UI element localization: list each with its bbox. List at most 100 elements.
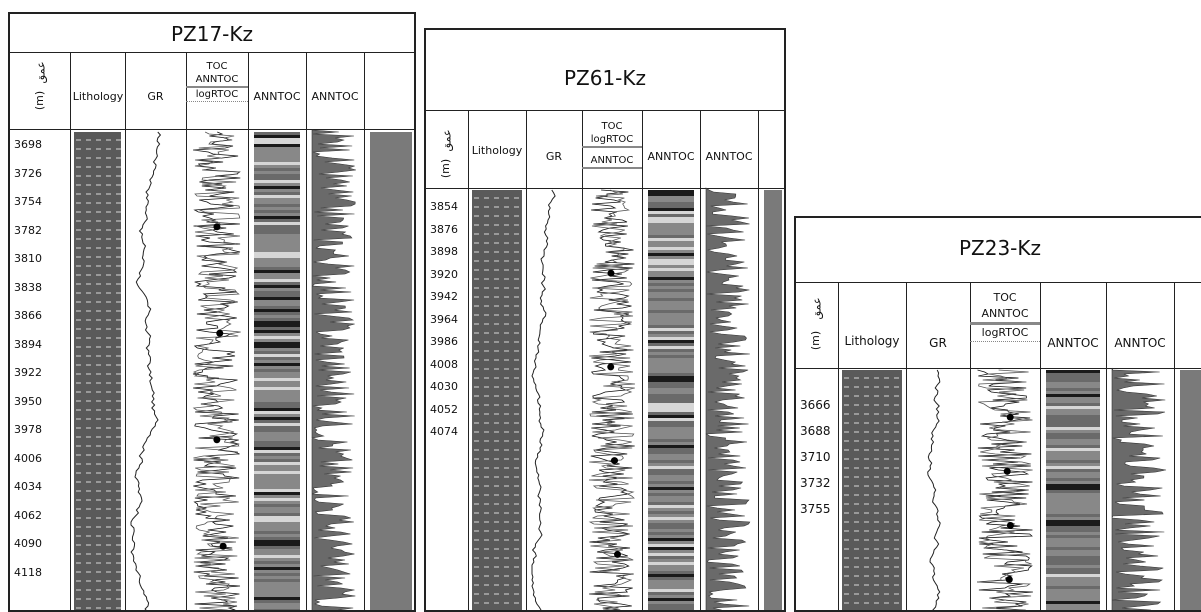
anntoc-band bbox=[254, 510, 300, 513]
formation-column bbox=[1180, 370, 1201, 610]
anntoc-band bbox=[1046, 577, 1100, 580]
anntoc-band bbox=[1046, 559, 1100, 562]
toc-curve bbox=[589, 189, 635, 610]
anntoc-band bbox=[648, 427, 694, 430]
depth-tick-label: 3978 bbox=[14, 423, 42, 436]
anntoc-band bbox=[254, 264, 300, 267]
anntoc-band bbox=[648, 433, 694, 436]
anntoc-band bbox=[254, 495, 300, 498]
anntoc-band bbox=[1046, 526, 1100, 529]
formation-column bbox=[370, 132, 412, 610]
anntoc-band bbox=[648, 523, 694, 526]
anntoc-band bbox=[648, 445, 694, 448]
anntoc-band bbox=[648, 259, 694, 262]
anntoc-band bbox=[648, 502, 694, 505]
anntoc-band bbox=[648, 199, 694, 202]
anntoc-band bbox=[648, 529, 694, 532]
depth-tick-label: 3894 bbox=[14, 337, 42, 351]
anntoc-band bbox=[254, 441, 300, 444]
anntoc-band bbox=[254, 336, 300, 339]
anntoc-band bbox=[648, 514, 694, 517]
anntoc-band bbox=[254, 366, 300, 369]
anntoc-band bbox=[1046, 445, 1100, 448]
anntoc-band bbox=[254, 573, 300, 576]
anntoc-band bbox=[648, 490, 694, 493]
anntoc-band bbox=[648, 451, 694, 454]
anntoc-band bbox=[254, 291, 300, 294]
anntoc-band bbox=[648, 235, 694, 238]
anntoc-band bbox=[648, 193, 694, 196]
anntoc-band bbox=[1046, 520, 1100, 523]
anntoc-band bbox=[648, 526, 694, 529]
anntoc-band bbox=[648, 556, 694, 559]
depth-tick-label: 4118 bbox=[14, 565, 42, 579]
anntoc-band bbox=[648, 211, 694, 214]
anntoc-band bbox=[1046, 451, 1100, 454]
anntoc-band bbox=[254, 171, 300, 174]
anntoc-band bbox=[648, 238, 694, 241]
anntoc-band bbox=[254, 507, 300, 510]
anntoc-band bbox=[648, 487, 694, 490]
depth-tick-label: 4034 bbox=[14, 480, 42, 493]
lithology-header: Lithology bbox=[72, 90, 124, 103]
anntoc-band bbox=[1046, 457, 1100, 460]
anntoc-band bbox=[254, 279, 300, 282]
anntoc-band bbox=[1046, 424, 1100, 427]
anntoc-band bbox=[648, 229, 694, 232]
well-panel-pz61: PZ61-Kz عمق (m) Lithology GR TOC logRTOC… bbox=[424, 28, 786, 612]
anntoc-band bbox=[254, 450, 300, 453]
depth-tick-label: 3698 bbox=[14, 138, 42, 151]
anntoc-band bbox=[254, 540, 300, 543]
anntoc-band bbox=[254, 324, 300, 327]
anntoc-band bbox=[648, 361, 694, 364]
anntoc-band bbox=[648, 271, 694, 274]
anntoc-band bbox=[648, 547, 694, 550]
anntoc-band bbox=[254, 321, 300, 324]
anntoc-band bbox=[648, 571, 694, 574]
anntoc-band bbox=[254, 219, 300, 222]
anntoc-band bbox=[254, 351, 300, 354]
anntoc-band bbox=[254, 357, 300, 360]
anntoc-band bbox=[1046, 553, 1100, 556]
anntoc-band bbox=[1046, 436, 1100, 439]
depth-tick-label: 3755 bbox=[800, 502, 831, 516]
anntoc-band bbox=[254, 132, 300, 135]
anntoc-band bbox=[1046, 541, 1100, 544]
anntoc-band bbox=[254, 534, 300, 537]
anntoc-band bbox=[254, 561, 300, 564]
anntoc-band bbox=[254, 153, 300, 156]
anntoc-band bbox=[648, 415, 694, 418]
anntoc-band bbox=[648, 277, 694, 280]
anntoc-band bbox=[254, 420, 300, 423]
anntoc-band bbox=[1046, 586, 1100, 589]
anntoc-band bbox=[648, 367, 694, 370]
gr-header: GR bbox=[147, 90, 164, 103]
toc-sample-dot bbox=[213, 223, 221, 231]
anntoc-band bbox=[254, 207, 300, 210]
anntoc-band bbox=[254, 276, 300, 279]
anntoc-band bbox=[648, 400, 694, 403]
anntoc-band bbox=[648, 418, 694, 421]
depth-tick-label: 3726 bbox=[14, 166, 42, 180]
anntoc-band bbox=[254, 384, 300, 387]
anntoc-band bbox=[1046, 415, 1100, 418]
depth-tick-label: 3782 bbox=[14, 223, 42, 237]
well-panel-pz23: PZ23-Kz عمق (m) Lithology GR TOC ANNTOC … bbox=[794, 216, 1201, 612]
anntoc-band bbox=[254, 294, 300, 297]
anntoc-band bbox=[254, 585, 300, 588]
anntoc-band bbox=[648, 484, 694, 487]
ann1-header: ANNTOC bbox=[647, 150, 695, 163]
anntoc-band bbox=[648, 307, 694, 310]
anntoc-band bbox=[254, 204, 300, 207]
anntoc-band bbox=[1046, 475, 1100, 478]
anntoc-band bbox=[254, 558, 300, 561]
anntoc-band bbox=[648, 430, 694, 433]
anntoc-band bbox=[254, 447, 300, 450]
anntoc-band bbox=[648, 565, 694, 568]
anntoc-band bbox=[648, 226, 694, 229]
toc-sample-dot bbox=[1006, 413, 1014, 421]
anntoc-area bbox=[1111, 367, 1167, 610]
anntoc-band bbox=[254, 588, 300, 591]
panel-title: PZ61-Kz bbox=[563, 66, 647, 90]
anntoc-band bbox=[648, 202, 694, 205]
